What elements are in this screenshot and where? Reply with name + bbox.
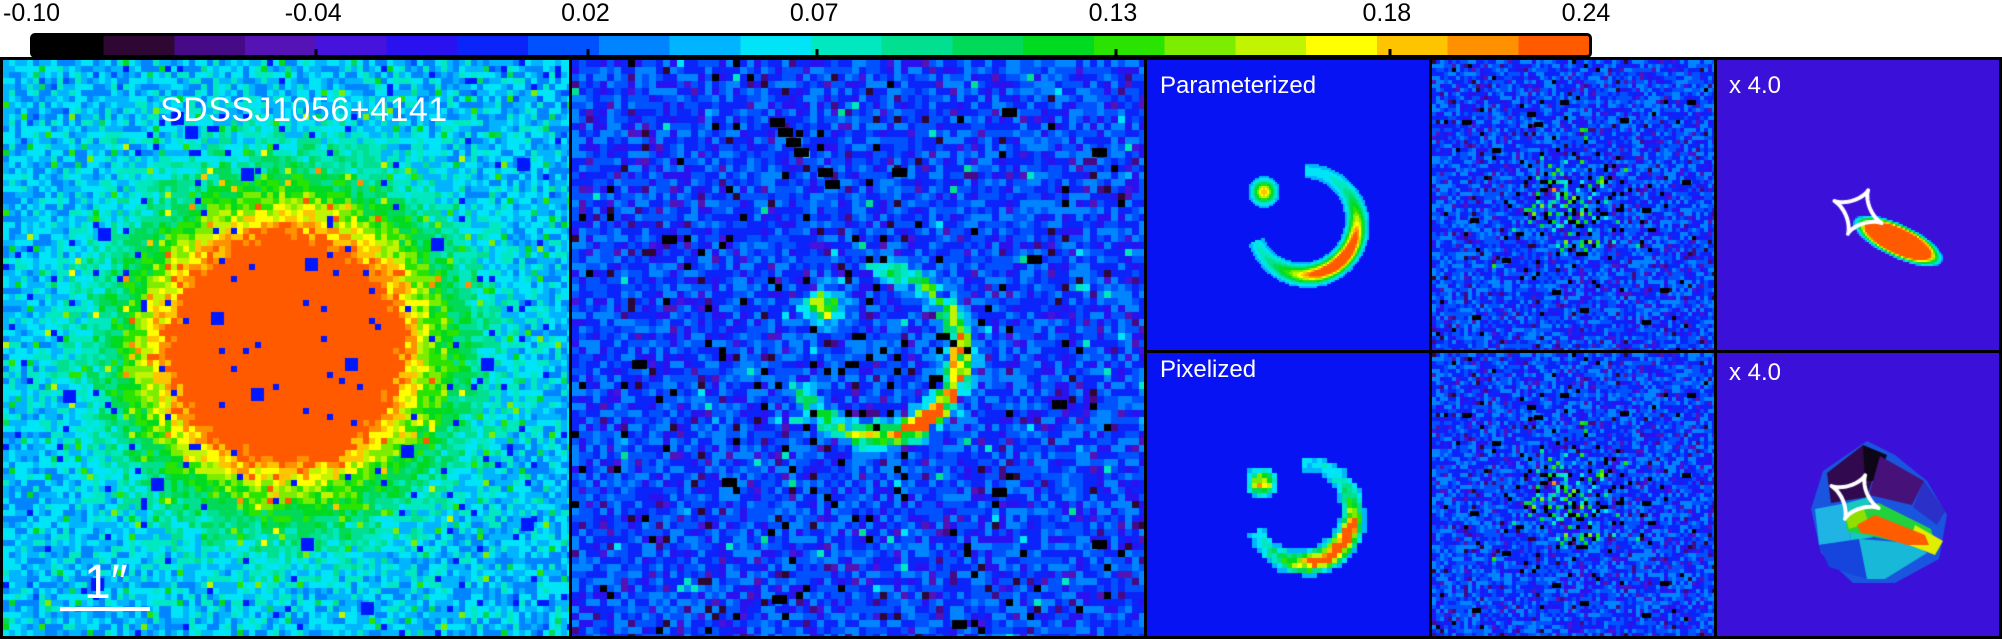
scale-bar <box>60 607 150 611</box>
colorbar-tick-label: 0.18 <box>1362 0 1412 27</box>
colorbar-tick-label: 0.24 <box>1561 0 1611 27</box>
colorbar-tick-labels: -0.10 -0.04 0.02 0.07 0.13 0.18 0.24 <box>0 0 2002 33</box>
colorbar-tick-mark <box>314 49 318 55</box>
colorbar-tick-label: -0.10 <box>3 0 61 27</box>
pixelized-residual-panel <box>1432 353 1714 636</box>
data-image-panel <box>3 60 569 636</box>
colorbar-tick-mark <box>815 49 819 55</box>
pixelized-row-label: Pixelized <box>1160 356 1257 383</box>
colorbar-tick-label: 0.07 <box>789 0 839 27</box>
parameterized-residual-panel <box>1432 60 1714 350</box>
colorbar-tick-mark <box>1114 49 1118 55</box>
colorbar-tick-mark <box>586 49 590 55</box>
parameterized-model-panel <box>1147 60 1429 350</box>
pixelized-model-panel <box>1147 353 1429 636</box>
pixelized-source-panel <box>1717 353 1999 636</box>
colorbar <box>30 33 1592 58</box>
source-zoom-label-parameterized: x 4.0 <box>1729 72 1782 99</box>
colorbar-tick-mark <box>1388 49 1392 55</box>
object-name-label: SDSSJ1056+4141 <box>160 91 448 129</box>
source-zoom-label-pixelized: x 4.0 <box>1729 359 1782 386</box>
lens-subtracted-panel <box>572 60 1144 636</box>
colorbar-tick-label: 0.02 <box>561 0 610 27</box>
parameterized-row-label: Parameterized <box>1160 72 1317 99</box>
panel-grid: SDSSJ1056+4141 1″ Parameterized Pixelize… <box>0 57 2002 639</box>
scale-bar-label: 1″ <box>84 556 128 609</box>
colorbar-tick-label: -0.04 <box>284 0 342 27</box>
colorbar-tick-label: 0.13 <box>1088 0 1138 27</box>
parameterized-source-panel <box>1717 60 1999 350</box>
